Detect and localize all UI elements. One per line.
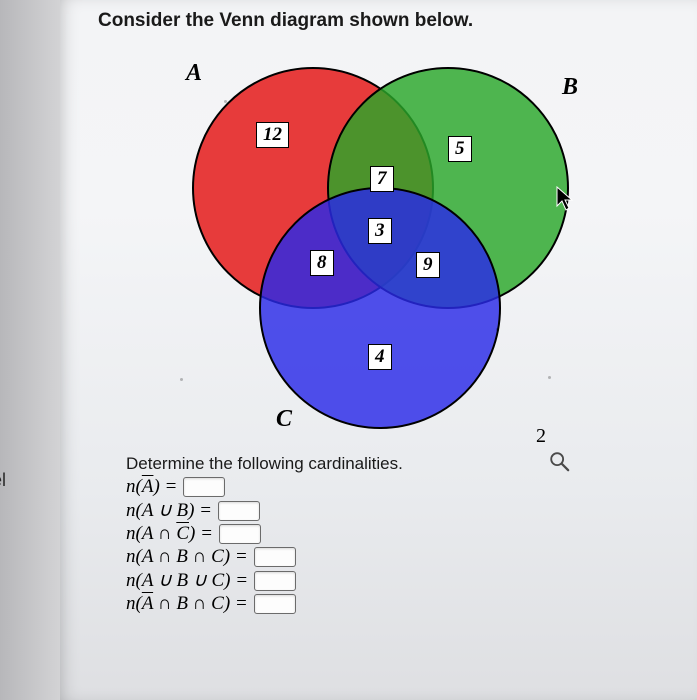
cardinality-expression: n(A ∪ B ∪ C) = bbox=[126, 569, 248, 592]
cardinality-row: n(A ∩ B ∩ C) = bbox=[126, 593, 673, 615]
answer-input[interactable] bbox=[254, 547, 296, 567]
region-ab: 7 bbox=[370, 166, 394, 192]
answer-input[interactable] bbox=[219, 524, 261, 544]
cardinality-row: n(A) = bbox=[126, 476, 673, 498]
region-bc: 9 bbox=[416, 252, 440, 278]
left-gutter: el bbox=[0, 0, 60, 700]
gutter-text: el bbox=[0, 470, 6, 491]
cardinality-expression: n(A) = bbox=[126, 476, 177, 498]
region-abc: 3 bbox=[368, 218, 392, 244]
label-a: A bbox=[186, 60, 202, 87]
label-c: C bbox=[276, 406, 292, 433]
answer-input[interactable] bbox=[254, 594, 296, 614]
region-only-a: 12 bbox=[256, 122, 289, 148]
cardinality-expression: n(A ∩ B ∩ C) = bbox=[126, 593, 248, 615]
cardinality-expression: n(A ∪ B) = bbox=[126, 499, 212, 522]
region-only-c: 4 bbox=[368, 344, 392, 370]
cardinality-row: n(A ∩ B ∩ C) = bbox=[126, 546, 673, 568]
question-page: Consider the Venn diagram shown below. A… bbox=[60, 0, 697, 700]
cardinality-row: n(A ∪ B) = bbox=[126, 499, 673, 522]
cardinality-expression: n(A ∩ B ∩ C) = bbox=[126, 546, 248, 568]
question-prompt: Consider the Venn diagram shown below. bbox=[98, 10, 673, 32]
answer-input[interactable] bbox=[183, 477, 225, 497]
cardinality-block: Determine the following cardinalities. n… bbox=[98, 454, 673, 615]
cardinality-row: n(A ∪ B ∪ C) = bbox=[126, 569, 673, 592]
cardinality-row: n(A ∩ C) = bbox=[126, 523, 673, 545]
magnifier-icon[interactable] bbox=[548, 450, 570, 472]
region-outside: 2 bbox=[536, 425, 546, 448]
answer-input[interactable] bbox=[218, 501, 260, 521]
region-only-b: 5 bbox=[448, 136, 472, 162]
cardinality-expression: n(A ∩ C) = bbox=[126, 523, 213, 545]
venn-diagram: A B C 12 5 7 3 8 9 4 2 bbox=[128, 38, 608, 458]
cursor-icon bbox=[556, 186, 574, 212]
label-b: B bbox=[562, 74, 578, 101]
venn-svg bbox=[128, 38, 608, 458]
answer-input[interactable] bbox=[254, 571, 296, 591]
region-ac: 8 bbox=[310, 250, 334, 276]
